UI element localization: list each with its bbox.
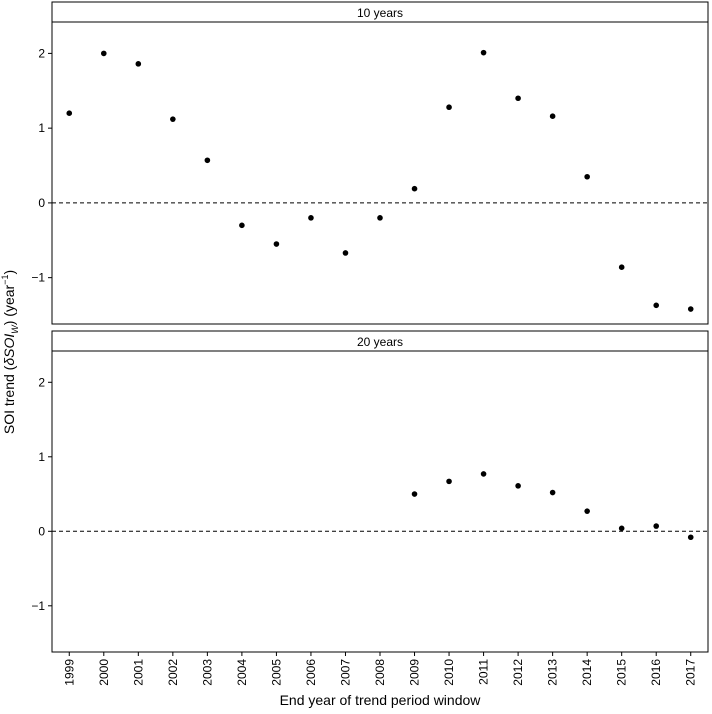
y-tick-label: 0 <box>38 524 45 538</box>
panel-2: 20 years −1 0 1 2 <box>31 330 709 653</box>
x-tick-label: 2004 <box>235 659 249 686</box>
data-point <box>584 173 590 180</box>
data-point <box>584 508 590 514</box>
x-tick-label: 2011 <box>477 659 491 685</box>
data-point <box>480 49 487 56</box>
x-tick-label: 2003 <box>200 659 214 686</box>
y-tick-label: 0 <box>38 196 45 210</box>
x-axis-title: End year of trend period window <box>280 692 482 708</box>
data-point <box>515 95 521 102</box>
data-point <box>100 50 107 57</box>
data-point <box>687 306 694 312</box>
y-tick-label: −1 <box>31 271 45 285</box>
panel-frame <box>51 21 709 325</box>
panel-frame <box>51 350 709 653</box>
data-point <box>549 113 556 119</box>
data-point <box>653 523 660 529</box>
y-axis-title-middle: ) (year <box>1 284 17 325</box>
data-point <box>135 61 142 67</box>
data-point <box>618 525 625 532</box>
data-point <box>342 250 349 256</box>
y-tick-label: −1 <box>31 599 45 613</box>
y-axis-title-prefix: SOI trend ( <box>1 365 17 434</box>
y-tick-label: 2 <box>38 375 45 389</box>
x-tick-label: 2012 <box>511 659 525 686</box>
x-tick-label: 2002 <box>166 659 180 686</box>
data-point <box>618 264 625 270</box>
panel-1: 10 years −1 0 1 2 <box>31 1 709 325</box>
x-tick-label: 2005 <box>269 659 283 686</box>
data-point <box>239 222 245 229</box>
data-point <box>653 302 660 309</box>
data-point <box>377 215 383 221</box>
data-point <box>549 489 556 496</box>
y-axis-title-superscript: −1 <box>0 275 10 285</box>
data-point <box>273 241 280 247</box>
data-point <box>66 110 73 116</box>
x-tick-label: 2017 <box>684 659 698 686</box>
x-tick-label: 2014 <box>580 659 594 686</box>
data-point <box>204 157 211 164</box>
x-tick-label: 2000 <box>97 659 111 686</box>
data-point <box>411 185 418 192</box>
x-tick-label: 2006 <box>304 659 318 686</box>
data-point <box>446 104 452 111</box>
y-tick-label: 1 <box>38 121 45 135</box>
data-point <box>308 215 314 221</box>
x-tick-label: 1999 <box>62 659 76 686</box>
y-axis-title-suffix: ) <box>1 270 17 275</box>
y-tick-label: 2 <box>38 46 45 60</box>
x-axis-ticks: 1999 2000 2001 2002 2003 2004 2005 2006 2007 2008… <box>62 652 698 686</box>
data-point <box>170 116 176 122</box>
x-tick-label: 2007 <box>338 659 352 686</box>
panel-strip-label: 20 years <box>357 335 403 349</box>
x-tick-label: 2013 <box>546 659 560 686</box>
x-tick-label: 2009 <box>408 659 422 686</box>
x-tick-label: 2008 <box>373 659 387 686</box>
y-axis-title-subscript: W <box>10 324 20 334</box>
x-tick-label: 2001 <box>131 659 145 686</box>
panel-strip-label: 10 years <box>357 6 403 20</box>
data-point <box>446 478 452 485</box>
data-point <box>411 491 418 497</box>
y-tick-label: 1 <box>38 450 45 464</box>
x-tick-label: 2010 <box>442 659 456 686</box>
y-axis-title: SOI trend (δSOIW) (year−1) <box>0 270 20 434</box>
y-axis-title-delta: δ <box>1 358 17 366</box>
y-axis-title-soi: SOI <box>1 334 17 358</box>
data-point <box>480 471 487 477</box>
data-point <box>687 534 694 541</box>
data-point <box>515 483 521 489</box>
x-tick-label: 2016 <box>649 659 663 686</box>
panels-group: 10 years −1 0 1 2 20 years −1 0 1 2 <box>31 1 709 653</box>
x-tick-label: 2015 <box>615 659 629 686</box>
